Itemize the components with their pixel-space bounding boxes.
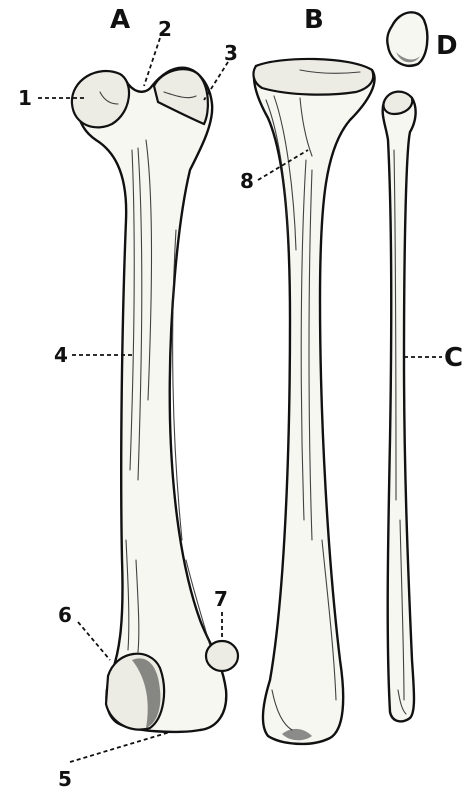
label-b: B	[304, 5, 324, 35]
leader-5	[69, 731, 171, 763]
bone-a-sesamoid	[204, 639, 240, 673]
label-d: D	[436, 31, 458, 61]
leader-3	[203, 61, 229, 101]
bone-b-hatching	[265, 69, 361, 731]
bone-a-condyle-shadow	[132, 658, 161, 728]
bone-d-shadow	[396, 52, 420, 63]
leader-8	[257, 149, 309, 181]
bone-c-hatching	[393, 149, 407, 715]
label-2: 2	[158, 17, 172, 41]
bone-b	[252, 57, 376, 746]
leader-lines	[38, 37, 442, 763]
bone-c-top	[382, 90, 414, 116]
bone-b-bottom-shadow	[282, 728, 312, 741]
label-7: 7	[214, 587, 228, 611]
label-3: 3	[224, 41, 238, 65]
bone-a-shaft	[75, 66, 228, 734]
bone-d-shape	[386, 11, 429, 67]
leader-2	[143, 37, 161, 87]
bone-b-shaft	[252, 59, 376, 746]
bone-c	[381, 90, 417, 723]
bone-a-hatching	[99, 91, 215, 661]
bone-d	[386, 11, 429, 67]
label-6: 6	[58, 603, 72, 627]
bone-c-shaft	[381, 91, 417, 723]
label-5: 5	[58, 767, 72, 791]
label-4: 4	[54, 343, 68, 367]
label-1: 1	[18, 86, 32, 110]
label-c: C	[444, 343, 463, 373]
label-a: A	[110, 5, 130, 35]
label-8: 8	[240, 169, 254, 193]
leader-6	[77, 621, 111, 661]
bone-a	[70, 66, 240, 734]
labels: A B C D 1 2 3 4 5 6 7 8	[18, 5, 463, 791]
bone-b-top	[252, 57, 375, 96]
bone-a-head	[70, 69, 131, 129]
